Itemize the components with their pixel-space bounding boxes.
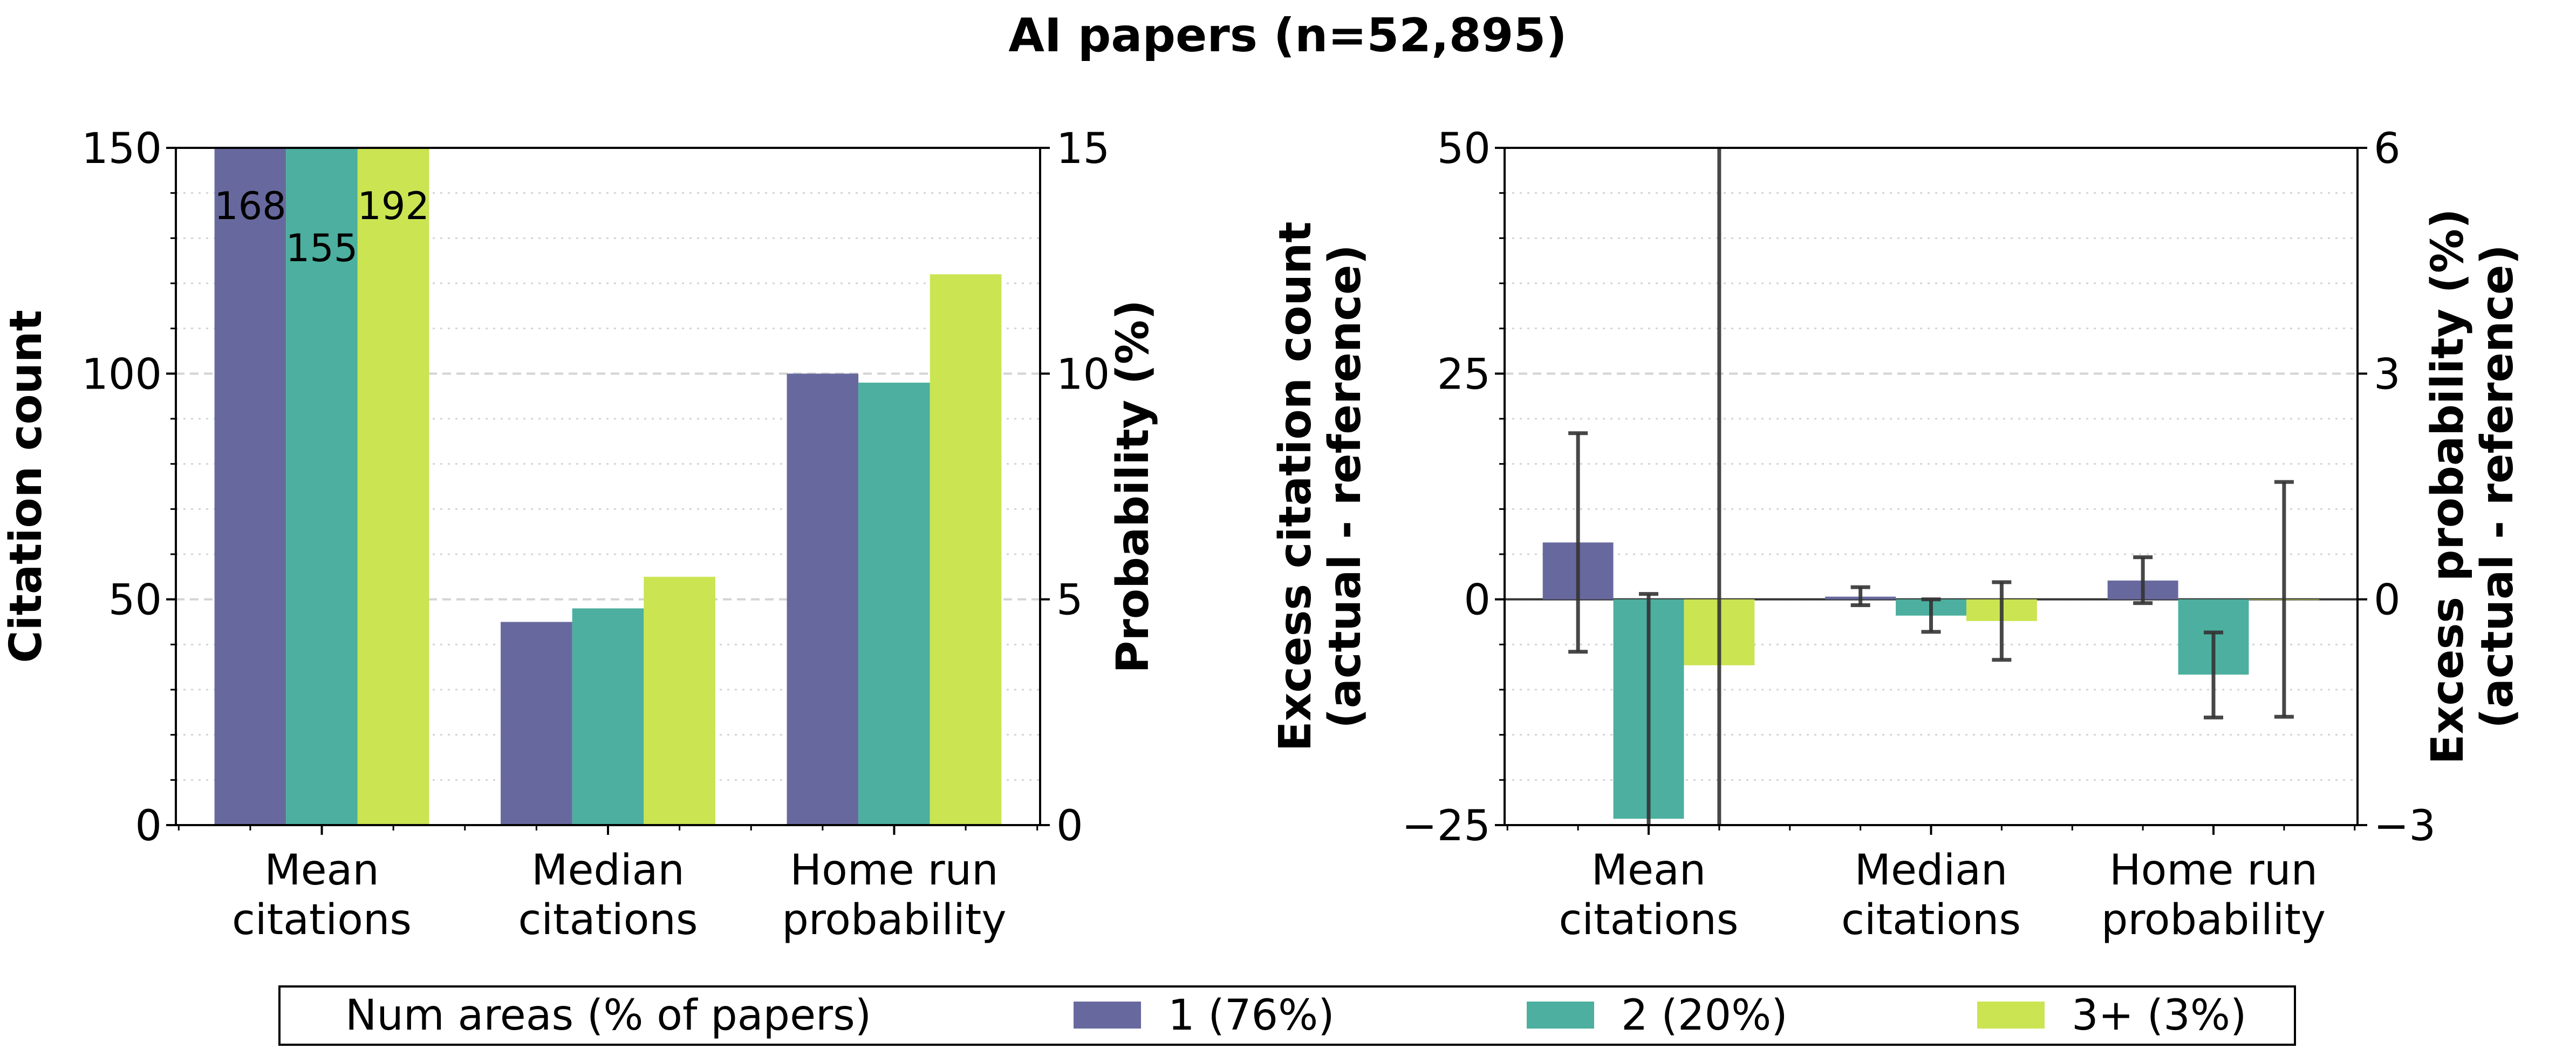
legend: Num areas (% of papers) 1 (76%) 2 (20%) … [278, 985, 2296, 1046]
legend-swatch-1 [1074, 1002, 1141, 1029]
y-tick-label: 50 [108, 576, 162, 625]
bar-3-2 [930, 274, 1002, 825]
x-tick-label: probability [782, 896, 1006, 944]
legend-label-2: 2 (20%) [1621, 991, 1788, 1040]
y-right-tick-label: 0 [2374, 576, 2401, 625]
y-right-tick-label: −3 [2374, 802, 2436, 850]
bar-3-1 [644, 576, 715, 825]
y-right-axis-label: Excess probability (%) [2422, 208, 2473, 764]
legend-title: Num areas (% of papers) [345, 991, 871, 1040]
x-tick-label: Median [1855, 846, 2008, 895]
data-label: 192 [357, 184, 429, 228]
bar-3-0 [357, 148, 429, 825]
bar-2-1 [572, 608, 644, 825]
x-tick-label: Home run [790, 846, 998, 895]
y-tick-label: 100 [81, 350, 162, 399]
y-right-axis-label: (actual - reference) [2472, 244, 2523, 729]
y-right-tick-label: 6 [2374, 125, 2401, 173]
bar-1-0 [214, 148, 286, 825]
bar-2-2 [858, 383, 930, 825]
legend-box [278, 985, 2296, 1046]
y-tick-label: −25 [1402, 802, 1491, 850]
y-tick-label: 150 [81, 125, 162, 173]
y-right-tick-label: 0 [1056, 802, 1083, 850]
right-chart: −2502550−3036MeancitationsMediancitation… [1270, 125, 2523, 944]
y-axis-label: Excess citation count [1270, 222, 1321, 752]
y-right-tick-label: 15 [1056, 125, 1110, 173]
y-tick-label: 0 [1464, 576, 1491, 625]
data-label: 155 [286, 226, 358, 270]
data-label: 168 [214, 184, 286, 228]
x-tick-label: citations [1559, 896, 1738, 944]
bar-1-2 [787, 373, 859, 825]
y-right-tick-label: 5 [1056, 576, 1083, 625]
legend-label-1: 1 (76%) [1168, 991, 1335, 1040]
bar-2-0 [286, 148, 358, 825]
y-right-tick-label: 3 [2374, 350, 2401, 399]
x-tick-label: Mean [264, 846, 379, 895]
legend-label-3: 3+ (3%) [2072, 991, 2246, 1040]
bars [214, 148, 1002, 825]
y-right-tick-label: 10 [1056, 350, 1110, 399]
left-chart: 168155192050100150051015MeancitationsMed… [1, 125, 1159, 944]
y-tick-label: 25 [1437, 350, 1491, 399]
x-tick-label: Mean [1591, 846, 1706, 895]
bar-1-1 [501, 622, 572, 825]
y-axis-label: Citation count [1, 310, 52, 663]
x-tick-label: Median [531, 846, 685, 895]
y-axis-label: (actual - reference) [1320, 244, 1371, 729]
y-tick-label: 50 [1437, 125, 1491, 173]
bars [1505, 148, 2358, 825]
legend-swatch-3 [1977, 1002, 2045, 1029]
y-tick-label: 0 [135, 802, 162, 850]
legend-swatch-2 [1527, 1002, 1594, 1029]
y-right-axis-label: Probability (%) [1108, 299, 1159, 673]
x-tick-label: probability [2101, 896, 2326, 944]
x-tick-label: Home run [2109, 846, 2318, 895]
x-tick-label: citations [518, 896, 698, 944]
x-tick-label: citations [1841, 896, 2021, 944]
figure-title: AI papers (n=52,895) [1008, 9, 1567, 63]
x-tick-label: citations [232, 896, 412, 944]
